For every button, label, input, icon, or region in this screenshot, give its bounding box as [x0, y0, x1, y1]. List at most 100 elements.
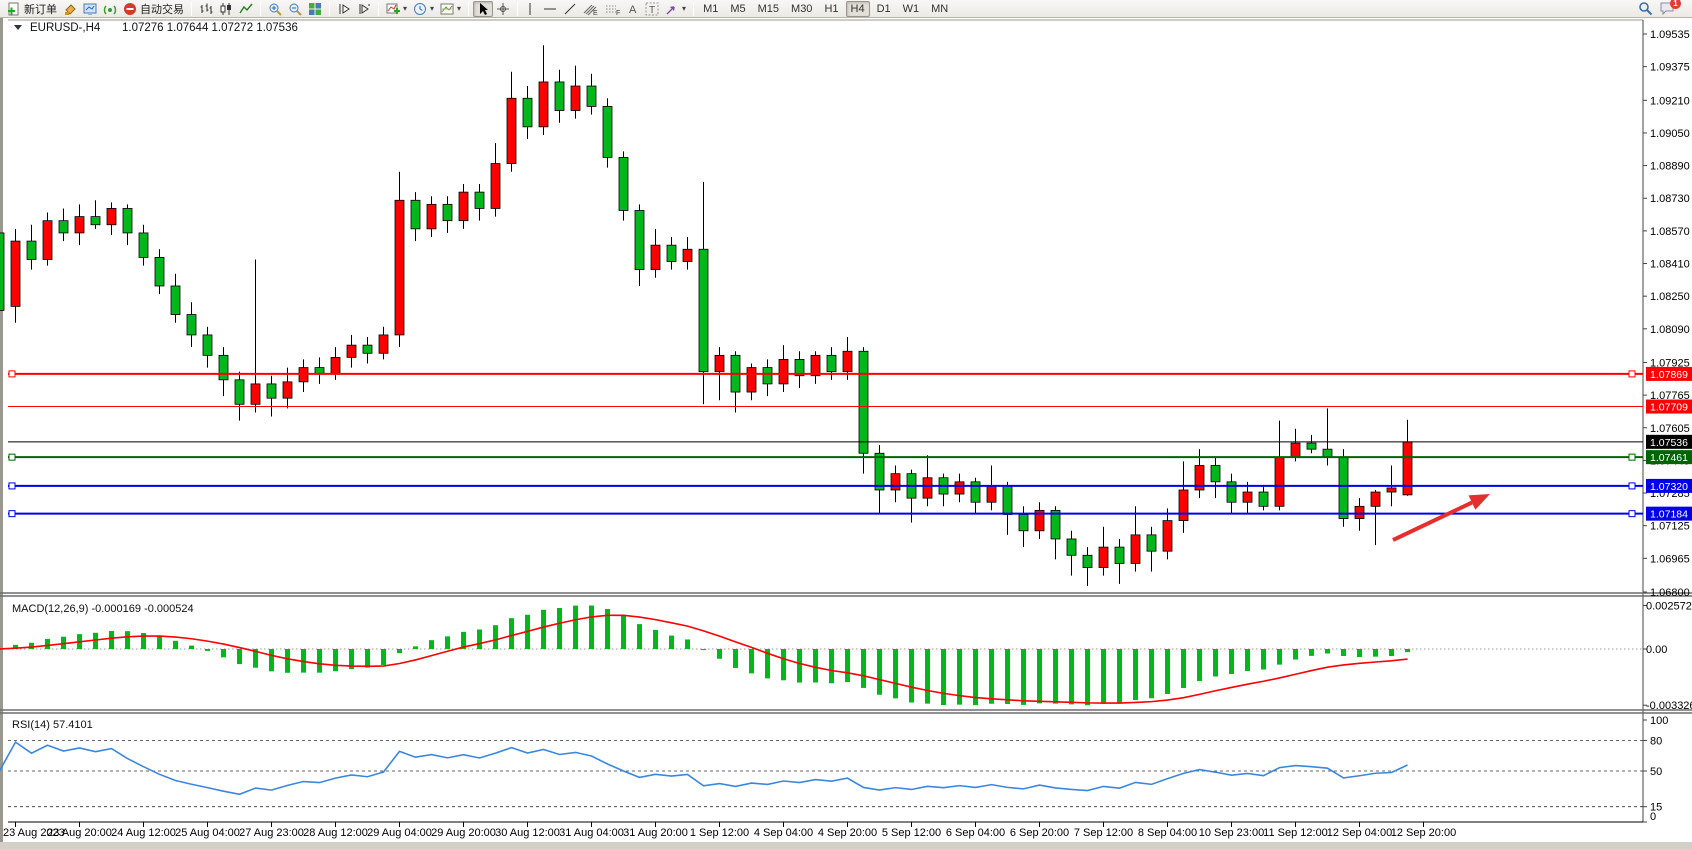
- timeframe-button-mn[interactable]: MN: [931, 2, 949, 15]
- channels-button[interactable]: F: [602, 1, 624, 17]
- price-axis-label: 1.07925: [1650, 357, 1690, 369]
- chart-window-background: [0, 18, 1692, 842]
- trendline-button[interactable]: [560, 1, 580, 17]
- timeframe-button-m15[interactable]: M15: [757, 2, 780, 15]
- time-axis-label: 25 Aug 04:00: [175, 827, 240, 839]
- line-chart-button[interactable]: [236, 1, 256, 17]
- search-button[interactable]: [1635, 1, 1656, 17]
- chart-shift-button[interactable]: [354, 1, 374, 17]
- price-line-handle[interactable]: [8, 482, 16, 490]
- price-line-handle[interactable]: [1628, 370, 1636, 378]
- rsi-line: [0, 740, 1408, 796]
- fibonacci-button[interactable]: E: [580, 1, 602, 17]
- price-line-handle[interactable]: [8, 510, 16, 518]
- market-watch-button[interactable]: [80, 1, 100, 17]
- fibonacci-icon: E: [583, 4, 598, 16]
- price-line-handle[interactable]: [1628, 453, 1636, 461]
- price-line-handle[interactable]: [1628, 482, 1636, 490]
- trend-arrow-head[interactable]: [1468, 494, 1490, 510]
- navigator-button[interactable]: [100, 1, 120, 17]
- text-a-icon: A: [629, 4, 637, 16]
- svg-text:E: E: [593, 10, 598, 16]
- cursor-button[interactable]: [473, 0, 494, 17]
- macd-axis-label: -0.003326: [1646, 700, 1692, 712]
- timeframe-button-h1[interactable]: H1: [824, 2, 839, 15]
- time-axis-label: 24 Aug 12:00: [111, 827, 176, 839]
- price-badge-label: 1.07320: [1650, 481, 1688, 493]
- vertical-line-button[interactable]: [522, 1, 540, 17]
- price-line-handle[interactable]: [8, 453, 16, 461]
- timeframe-button-w1[interactable]: W1: [902, 2, 920, 15]
- new-order-button[interactable]: 新订单: [4, 1, 60, 17]
- auto-scroll-button[interactable]: [334, 1, 354, 17]
- candlestick-chart-button[interactable]: [216, 1, 236, 17]
- time-axis-label: 23 Aug 2023: [3, 827, 65, 839]
- price-line-handle[interactable]: [1628, 510, 1636, 518]
- time-axis-label: 31 Aug 20:00: [623, 827, 688, 839]
- macd-indicator-label: MACD(12,26,9) -0.000169 -0.000524: [12, 603, 194, 615]
- price-axis-label: 1.08090: [1650, 324, 1690, 336]
- toolbar-separator: [468, 1, 470, 16]
- time-axis-label: 31 Aug 04:00: [559, 827, 624, 839]
- price-axis-label: 1.08250: [1650, 291, 1690, 303]
- tile-windows-button[interactable]: [305, 1, 325, 17]
- label-button[interactable]: T: [642, 1, 662, 17]
- rsi-axis-label: 50: [1650, 766, 1662, 778]
- chat-unread-badge: 1: [1670, 0, 1681, 9]
- trend-arrow-annotation[interactable]: [1392, 500, 1473, 542]
- time-axis-label: 4 Sep 04:00: [754, 827, 813, 839]
- bar-chart-button[interactable]: [196, 1, 216, 17]
- price-axis-label: 1.09050: [1650, 128, 1690, 140]
- auto-scroll-icon: [339, 3, 350, 14]
- time-axis-label: 12 Sep 20:00: [1391, 827, 1456, 839]
- crosshair-button[interactable]: [493, 1, 513, 17]
- timeframe-button-h4[interactable]: H4: [845, 0, 870, 17]
- arrows-button[interactable]: ▾: [662, 1, 689, 17]
- dropdown-caret: ▾: [430, 4, 435, 13]
- timeframe-button-m1[interactable]: M1: [703, 2, 719, 15]
- price-badge-label: 1.07709: [1650, 402, 1688, 414]
- templates-button[interactable]: ▾: [437, 1, 464, 17]
- price-axis-label: 1.08730: [1650, 193, 1690, 205]
- price-axis-label: 1.07765: [1650, 390, 1690, 402]
- text-button[interactable]: A: [624, 1, 642, 17]
- styler-button[interactable]: [60, 1, 80, 17]
- chat-button[interactable]: 1: [1656, 0, 1681, 17]
- price-badge: [1646, 450, 1692, 465]
- zoom-in-icon: [269, 3, 282, 16]
- zoom-in-button[interactable]: [265, 1, 285, 17]
- time-axis-label: 12 Sep 04:00: [1327, 827, 1392, 839]
- chart-title-symbol[interactable]: EURUSD-,H4: [30, 22, 101, 34]
- time-axis-label: 23 Aug 20:00: [47, 827, 112, 839]
- price-badge-label: 1.07536: [1650, 437, 1688, 449]
- trendline-icon: [564, 3, 576, 14]
- periods-button[interactable]: ▾: [410, 1, 437, 17]
- horizontal-line-button[interactable]: [540, 1, 560, 17]
- time-axis-label: 5 Sep 12:00: [882, 827, 941, 839]
- text-label-icon: T: [645, 2, 659, 16]
- svg-text:T: T: [649, 5, 655, 16]
- new-order-icon: [8, 2, 19, 15]
- paint-bucket-icon: [65, 3, 76, 15]
- price-badge: [1646, 434, 1692, 449]
- signal-icon: [103, 5, 117, 14]
- zoom-out-icon: [289, 3, 302, 16]
- indicators-button[interactable]: ▾: [383, 1, 410, 17]
- symbol-dropdown-icon[interactable]: [14, 25, 22, 30]
- rsi-axis-label: 100: [1650, 715, 1668, 727]
- dropdown-caret: ▾: [682, 4, 687, 13]
- timeframe-button-d1[interactable]: D1: [876, 2, 891, 15]
- svg-text:A: A: [629, 4, 637, 16]
- autotrading-button[interactable]: 自动交易: [120, 1, 187, 17]
- timeframe-button-m5[interactable]: M5: [730, 2, 746, 15]
- price-line-handle[interactable]: [8, 370, 16, 378]
- zoom-out-button[interactable]: [285, 1, 305, 17]
- price-axis-label: 1.06965: [1650, 553, 1690, 565]
- window-bottom-frame: [0, 842, 1692, 849]
- autotrading-label: 自动交易: [140, 3, 184, 16]
- timeframe-button-m30[interactable]: M30: [791, 2, 813, 15]
- price-axis-label: 1.08410: [1650, 259, 1690, 271]
- new-order-label: 新订单: [24, 3, 57, 16]
